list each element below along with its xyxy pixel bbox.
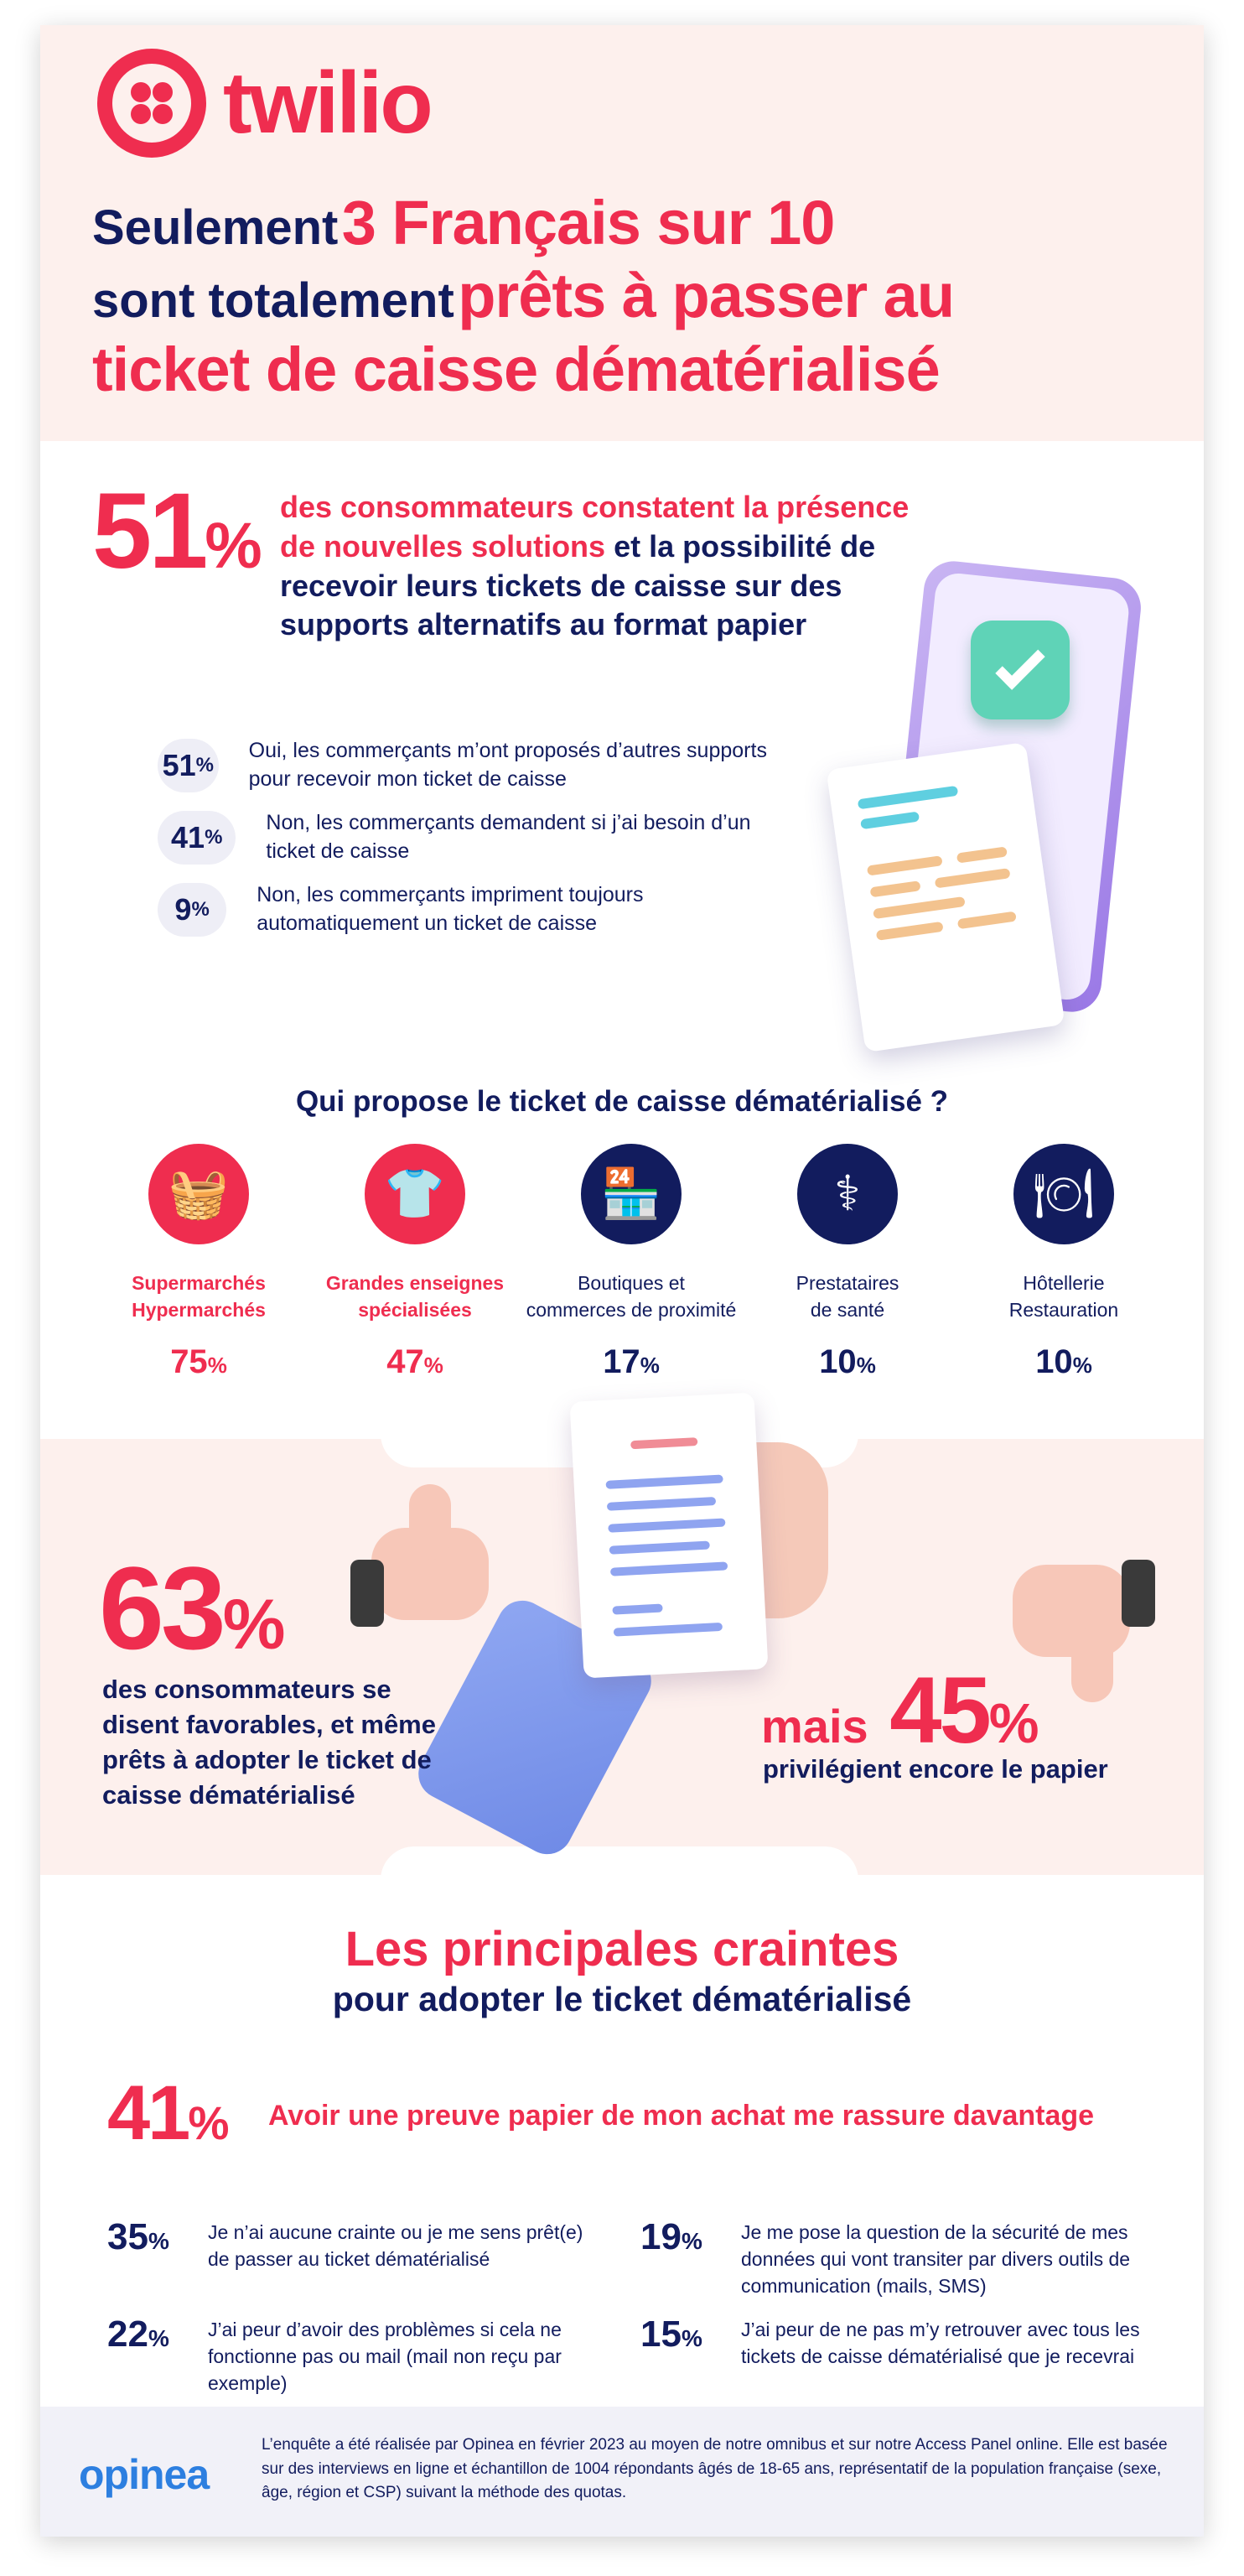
- footer: [40, 2407, 1204, 2537]
- category-list: 🧺 Supermarchés Hypermarchés 75% 👕 Grandes…: [91, 1144, 1172, 1381]
- category-grandes-enseignes: 👕 Grandes enseignes spécialisées 47%: [307, 1144, 523, 1381]
- category-hotellerie: 🍽 Hôtellerie Restauration 10%: [956, 1144, 1172, 1381]
- options-list: 51% Oui, les commerçants m’ont proposés …: [158, 730, 795, 946]
- checkmark-icon: [971, 621, 1070, 719]
- shirt-icon: 👕: [365, 1144, 465, 1244]
- receipt-in-hand-illustration: [569, 1392, 769, 1679]
- receipt-illustration: [826, 741, 1065, 1053]
- category-sante: ⚕ Prestataires de santé 10%: [739, 1144, 956, 1381]
- infographic: twilio Seulement 3 Français sur 10 sont …: [40, 25, 1204, 2537]
- who-title: Qui propose le ticket de caisse dématéri…: [295, 1085, 949, 1118]
- opinea-logo: opinea: [79, 2451, 210, 2498]
- basket-icon: 🧺: [148, 1144, 249, 1244]
- fear-item: 15% J’ai peur de ne pas m’y retrouver av…: [640, 2314, 1140, 2368]
- option-item: 41% Non, les commerçants demandent si j’…: [158, 802, 795, 874]
- category-value: 47%: [386, 1343, 443, 1380]
- category-label: Boutiques et commerces de proximité: [526, 1272, 737, 1322]
- option-text: Non, les commerçants demandent si j’ai b…: [266, 811, 751, 863]
- category-value: 17%: [603, 1343, 660, 1380]
- option-value-pill: 41%: [158, 811, 236, 865]
- option-value-pill: 51%: [158, 739, 219, 792]
- category-label: Prestataires de santé: [796, 1272, 899, 1322]
- twilio-logo: twilio: [97, 49, 433, 158]
- category-value: 10%: [819, 1343, 876, 1380]
- page-title: Seulement 3 Français sur 10 sont totalem…: [92, 186, 1182, 406]
- option-value-pill: 9%: [158, 883, 227, 937]
- stat-63: 63%: [99, 1542, 285, 1674]
- fear-item: 35% Je n’ai aucune crainte ou je me sens…: [107, 2216, 583, 2271]
- option-text: Oui, les commerçants m’ont proposés d’au…: [248, 739, 767, 791]
- title-line2-highlight: prêts à passer au: [458, 261, 955, 331]
- header: [40, 25, 1204, 441]
- stat-41: 41%: [107, 2070, 229, 2156]
- title-line1-prefix: Seulement: [92, 200, 339, 255]
- title-line2-prefix: sont totalement: [92, 273, 454, 329]
- option-item: 51% Oui, les commerçants m’ont proposés …: [158, 730, 795, 802]
- category-supermarches: 🧺 Supermarchés Hypermarchés 75%: [91, 1144, 307, 1381]
- favorable-text: des consommateurs se disent favorables, …: [102, 1675, 436, 1810]
- option-item: 9% Non, les commerçants impriment toujou…: [158, 874, 795, 946]
- category-label: Grandes enseignes spécialisées: [325, 1272, 505, 1322]
- caduceus-icon: ⚕: [797, 1144, 898, 1244]
- category-label: Hôtellerie Restauration: [1008, 1272, 1119, 1322]
- top-fear-text: Avoir une preuve papier de mon achat me …: [268, 2100, 1095, 2132]
- category-value: 10%: [1035, 1343, 1092, 1380]
- brand-name: twilio: [223, 55, 433, 152]
- category-boutiques: 🏪 Boutiques et commerces de proximité 17%: [523, 1144, 739, 1381]
- title-line1-highlight: 3 Français sur 10: [341, 188, 836, 257]
- shop-icon: 🏪: [581, 1144, 682, 1244]
- fear-item: 19% Je me pose la question de la sécurit…: [640, 2216, 1131, 2298]
- paper-text: privilégient encore le papier: [763, 1754, 1108, 1784]
- category-label: Supermarchés Hypermarchés: [132, 1272, 266, 1322]
- methodology-note: L’enquête a été réalisée par Opinea en f…: [262, 2436, 1168, 2501]
- plate-icon: 🍽: [1013, 1144, 1114, 1244]
- twilio-mark-icon: [97, 49, 206, 158]
- stat-45: mais 45%: [761, 1658, 1039, 1763]
- section1-text: des consommateurs constatent la présence…: [280, 490, 910, 642]
- category-value: 75%: [170, 1343, 227, 1380]
- fear-item: 22% J’ai peur d’avoir des problèmes si c…: [107, 2314, 562, 2395]
- title-line3: ticket de caisse dématérialisé: [92, 334, 941, 404]
- stat-51: 51%: [92, 471, 262, 591]
- fears-title: Les principales craintes pour adopter le…: [332, 1922, 912, 2018]
- option-text: Non, les commerçants impriment toujours …: [257, 883, 644, 935]
